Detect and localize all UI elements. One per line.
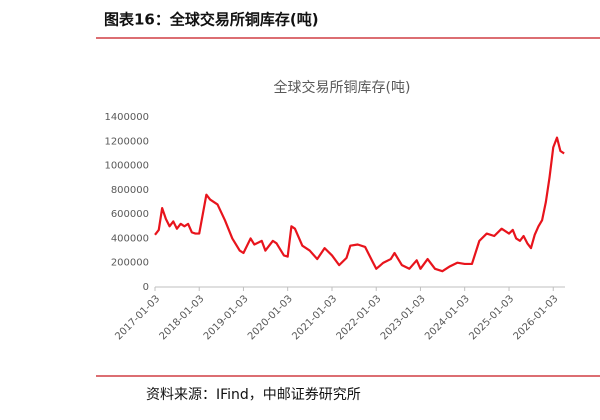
x-tick-label: 2019-01-03 — [202, 293, 251, 342]
y-tick-label: 400000 — [111, 233, 149, 244]
y-tick-label: 800000 — [111, 185, 149, 196]
header-title: 图表16：全球交易所铜库存(吨) — [104, 11, 319, 29]
x-tick-label: 2021-01-03 — [290, 293, 339, 342]
y-tick-label: 1400000 — [104, 112, 149, 123]
y-tick-label: 200000 — [111, 258, 149, 269]
x-tick-label: 2018-01-03 — [158, 293, 207, 342]
y-tick-label: 1200000 — [104, 136, 149, 147]
chart-title: 全球交易所铜库存(吨) — [274, 79, 411, 96]
x-tick-label: 2017-01-03 — [113, 293, 162, 342]
x-tick-label: 2026-01-03 — [512, 293, 561, 342]
y-tick-label: 1000000 — [104, 161, 149, 172]
x-tick-label: 2020-01-03 — [246, 293, 295, 342]
data-line — [154, 136, 565, 273]
source-note: 资料来源：IFind，中邮证券研究所 — [146, 387, 361, 403]
x-tick-label: 2023-01-03 — [379, 293, 428, 342]
x-tick-label: 2022-01-03 — [335, 293, 384, 342]
y-tick-label: 600000 — [111, 209, 149, 220]
y-tick-label: 0 — [143, 282, 149, 293]
x-tick-label: 2025-01-03 — [467, 293, 516, 342]
x-tick-label: 2024-01-03 — [423, 293, 472, 342]
